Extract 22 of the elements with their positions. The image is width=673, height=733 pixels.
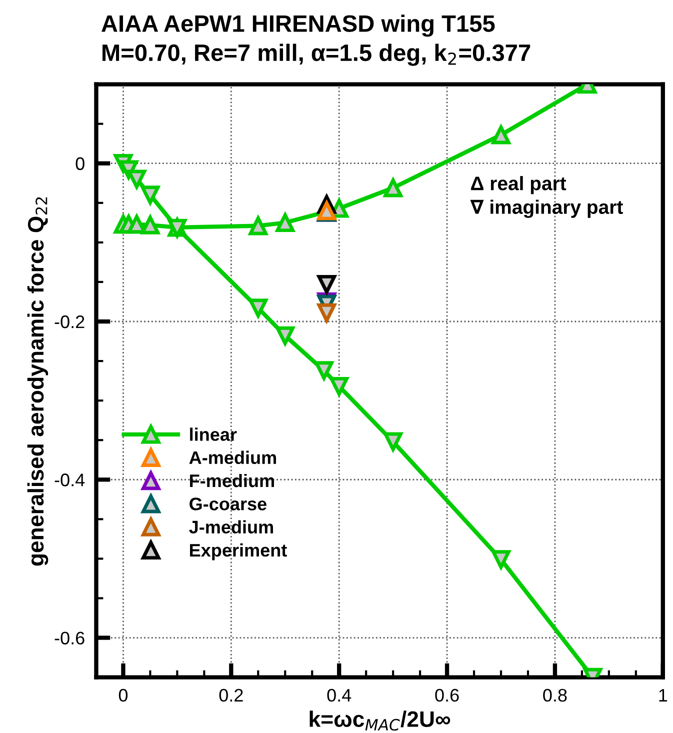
x-tick-label: 0.2 — [219, 688, 243, 702]
legend-label: G-coarse — [190, 498, 266, 510]
legend-label: linear — [190, 428, 237, 441]
annotation: Δ real part — [471, 176, 566, 194]
y-axis-title: generalised aerodynamic force Q$_{22}$ — [27, 197, 48, 566]
legend-label: Experiment — [190, 543, 287, 560]
legend-label: A-medium — [189, 450, 276, 464]
chart-title: AIAA AePW1 HIRENASD wing T155 — [102, 14, 495, 37]
x-tick-label: 0.6 — [435, 688, 459, 702]
legend-label: F-medium — [190, 474, 274, 488]
annotation: ∇ imaginary part — [470, 200, 623, 218]
x-tick-label: 0.4 — [327, 688, 352, 702]
x-tick-label: 0.8 — [543, 688, 567, 702]
legend-label: J-medium — [189, 520, 273, 534]
x-tick-label: 1 — [659, 689, 668, 702]
x-tick-label: 0 — [118, 688, 128, 702]
y-tick-label: -0.2 — [54, 315, 84, 328]
y-tick-label: -0.4 — [54, 474, 85, 486]
chart-subtitle: M=0.70, Re=7 mill, α=1.5 deg, k$_{2}$=0.377 — [102, 44, 530, 66]
x-axis-title: k=ωc$_{MAC}$/2U∞ — [310, 710, 450, 731]
y-tick-label: -0.6 — [54, 632, 84, 644]
y-tick-label: 0 — [76, 157, 84, 170]
